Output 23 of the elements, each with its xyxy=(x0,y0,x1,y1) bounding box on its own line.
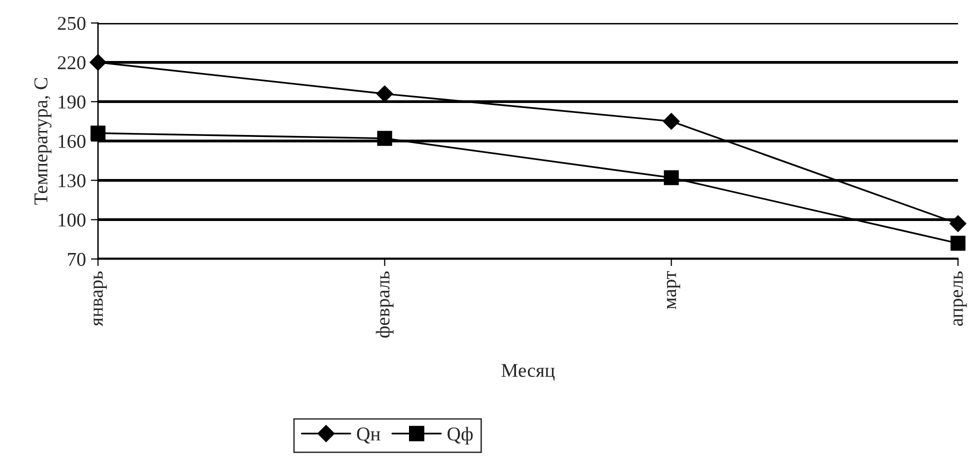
y-tick-label: 220 xyxy=(58,56,86,70)
y-tick-label: 70 xyxy=(68,252,86,266)
x-tick-label: март xyxy=(666,271,680,310)
point xyxy=(376,85,394,102)
y-tick-label: 190 xyxy=(58,95,86,109)
y-tick-label: 250 xyxy=(58,16,86,30)
x-tick-label: январь xyxy=(94,271,107,326)
x-axis-title: Месяц xyxy=(502,364,555,381)
x-tick-label: февраль xyxy=(376,271,394,338)
point xyxy=(90,54,106,71)
point xyxy=(950,236,966,251)
point xyxy=(950,215,966,232)
point xyxy=(662,112,680,130)
legend-label: Qф xyxy=(448,426,473,444)
x-tick-label: апрель xyxy=(954,271,967,326)
legend-label: Qн xyxy=(357,427,380,444)
y-tick-label: 100 xyxy=(58,213,86,227)
y-axis-title: Температура, С xyxy=(34,78,52,205)
point xyxy=(377,130,392,146)
y-tick-label: 130 xyxy=(58,174,86,188)
y-tick-label: 160 xyxy=(58,134,86,148)
point xyxy=(664,170,679,186)
point xyxy=(90,126,106,141)
